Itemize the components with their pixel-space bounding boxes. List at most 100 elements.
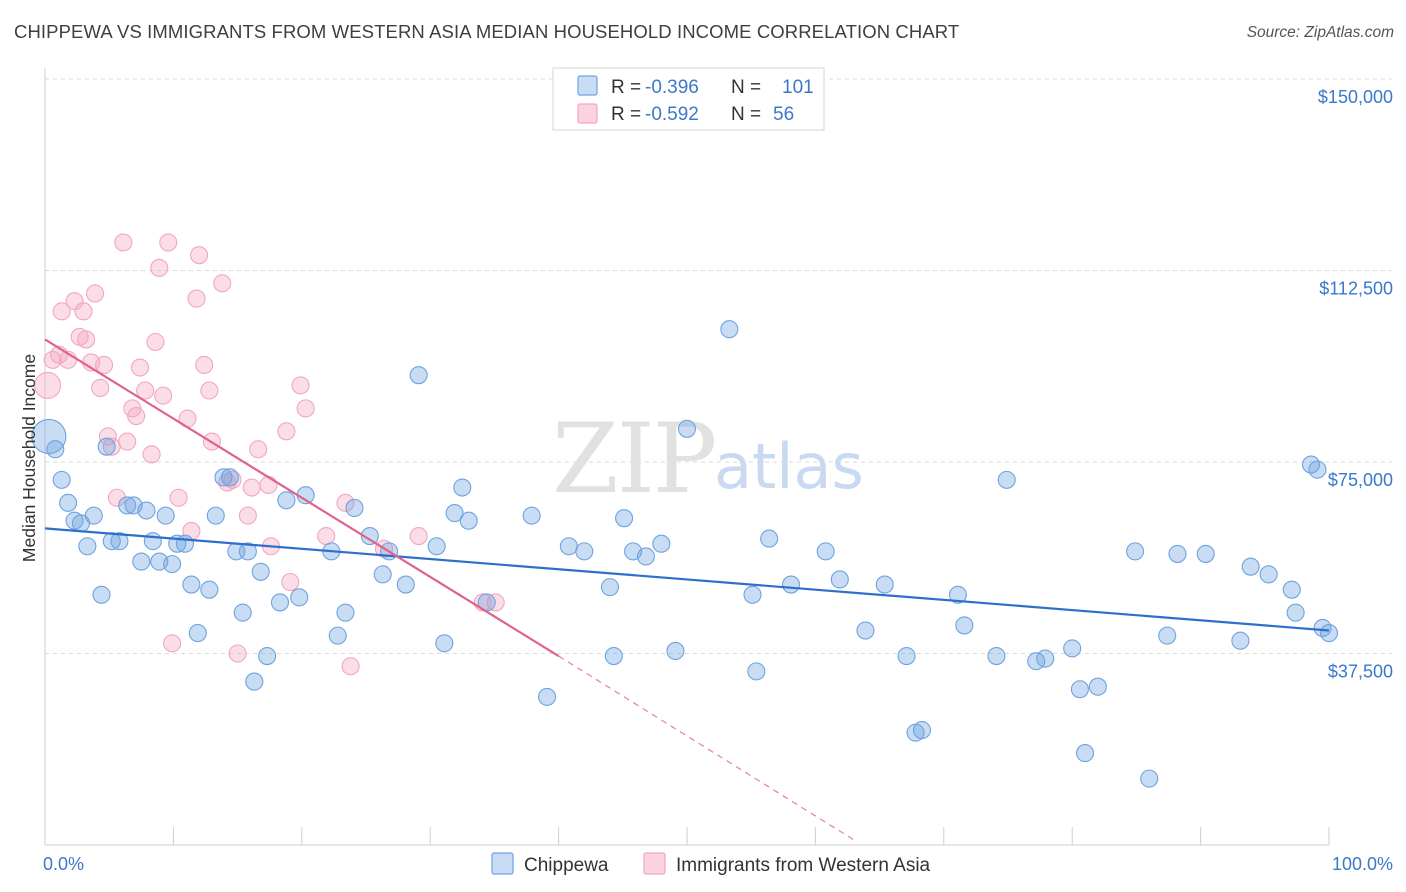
chippewa-point — [955, 616, 974, 635]
western-asia-point — [118, 432, 137, 451]
western-asia-point — [159, 233, 178, 252]
chippewa-point — [1259, 565, 1278, 584]
chippewa-point — [747, 662, 766, 681]
legend-n-value-western-asia: 56 — [773, 104, 794, 125]
chippewa-point — [1241, 557, 1260, 576]
western-asia-point — [136, 381, 155, 400]
chippewa-point — [270, 593, 290, 612]
western-asia-point — [336, 493, 355, 512]
chippewa-point — [1036, 649, 1055, 668]
chippewa-point — [251, 562, 270, 581]
chippewa-point — [118, 496, 137, 515]
chippewa-point — [46, 440, 65, 459]
trend-lines — [44, 338, 1330, 841]
chippewa-point — [360, 526, 379, 546]
chippewa-point — [1231, 631, 1250, 650]
trend-line-western-asia-extension — [558, 655, 855, 841]
western-asia-point — [127, 406, 146, 426]
series-chippewa-points — [31, 320, 1339, 788]
chippewa-point — [743, 585, 762, 604]
chippewa-point — [830, 570, 849, 589]
chippewa-point — [1196, 544, 1215, 563]
chippewa-point — [290, 588, 309, 607]
western-asia-point — [259, 475, 278, 495]
chippewa-point — [912, 721, 932, 740]
source-credit: Source: ZipAtlas.com — [1246, 24, 1394, 41]
chippewa-point — [328, 626, 347, 645]
chippewa-point — [1070, 680, 1089, 699]
x-tick-label-max: 100.0% — [1332, 854, 1393, 874]
western-asia-point — [74, 302, 93, 321]
legend-swatch-chippewa — [577, 75, 598, 96]
chippewa-point — [987, 647, 1006, 666]
chippewa-point — [137, 501, 156, 520]
chippewa-point — [1282, 580, 1301, 599]
chippewa-point — [206, 506, 225, 525]
y-tick-label-0: $37,500 — [1328, 662, 1393, 682]
western-asia-point — [341, 657, 360, 676]
western-asia-point — [238, 506, 257, 525]
chippewa-point — [200, 580, 219, 599]
western-asia-point — [154, 386, 173, 405]
chippewa-point — [1063, 639, 1082, 658]
western-asia-point — [277, 422, 296, 441]
chippewa-point — [615, 509, 634, 528]
chippewa-point — [233, 603, 252, 622]
western-asia-point — [142, 445, 161, 464]
chippewa-point — [1168, 544, 1187, 563]
western-asia-point — [107, 488, 126, 507]
western-asia-point — [242, 478, 261, 497]
legend-r-value-chippewa: -0.396 — [645, 77, 699, 98]
chippewa-point — [188, 624, 207, 643]
chippewa-point — [600, 578, 620, 597]
chippewa-point — [1308, 460, 1327, 479]
chippewa-point — [92, 585, 111, 604]
chippewa-point — [1140, 769, 1159, 788]
chippewa-point — [175, 534, 195, 553]
chippewa-point — [781, 575, 801, 594]
chippewa-point — [143, 532, 162, 551]
watermark: ZIP atlas — [552, 403, 864, 515]
chippewa-point — [52, 470, 71, 489]
axes — [44, 68, 1330, 846]
western-asia-point — [187, 289, 206, 308]
chippewa-point — [522, 506, 541, 525]
chippewa-point — [336, 603, 355, 622]
legend-n-value-chippewa: 101 — [782, 77, 814, 98]
bottom-legend-label-western-asia: Immigrants from Western Asia — [676, 855, 931, 876]
western-asia-point — [195, 355, 214, 375]
chippewa-point — [258, 647, 277, 666]
y-tick-label-1: $75,000 — [1328, 470, 1393, 490]
western-asia-point — [317, 526, 336, 546]
chippewa-point — [636, 547, 655, 566]
chippewa-point — [445, 504, 464, 523]
chippewa-point — [559, 537, 578, 556]
chippewa-point — [132, 552, 151, 571]
y-tick-label-3: $150,000 — [1318, 87, 1393, 107]
western-asia-point — [130, 358, 150, 377]
chippewa-point — [897, 647, 916, 666]
chippewa-point — [875, 575, 894, 594]
chippewa-point — [575, 542, 594, 561]
western-asia-point — [77, 330, 96, 349]
chippewa-point — [220, 468, 239, 487]
chippewa-point — [1126, 542, 1145, 561]
chippewa-point — [948, 585, 967, 604]
chippewa-point — [156, 506, 175, 525]
chippewa-point — [182, 575, 201, 594]
chippewa-point — [677, 419, 697, 438]
chippewa-point — [373, 565, 392, 584]
chippewa-point — [163, 555, 182, 574]
chippewa-point — [997, 470, 1016, 489]
chippewa-point — [84, 506, 103, 525]
trend-line-chippewa — [44, 527, 1330, 632]
correlation-legend: R = -0.396 N = 101 R = -0.592 N = 56 — [552, 67, 825, 131]
western-asia-point — [150, 258, 169, 277]
western-asia-point — [65, 292, 84, 311]
chippewa-point — [31, 418, 67, 455]
western-asia-point — [409, 526, 428, 546]
legend-r-value-western-asia: -0.592 — [645, 104, 699, 125]
western-asia-point — [114, 233, 133, 252]
western-asia-point — [249, 440, 268, 459]
